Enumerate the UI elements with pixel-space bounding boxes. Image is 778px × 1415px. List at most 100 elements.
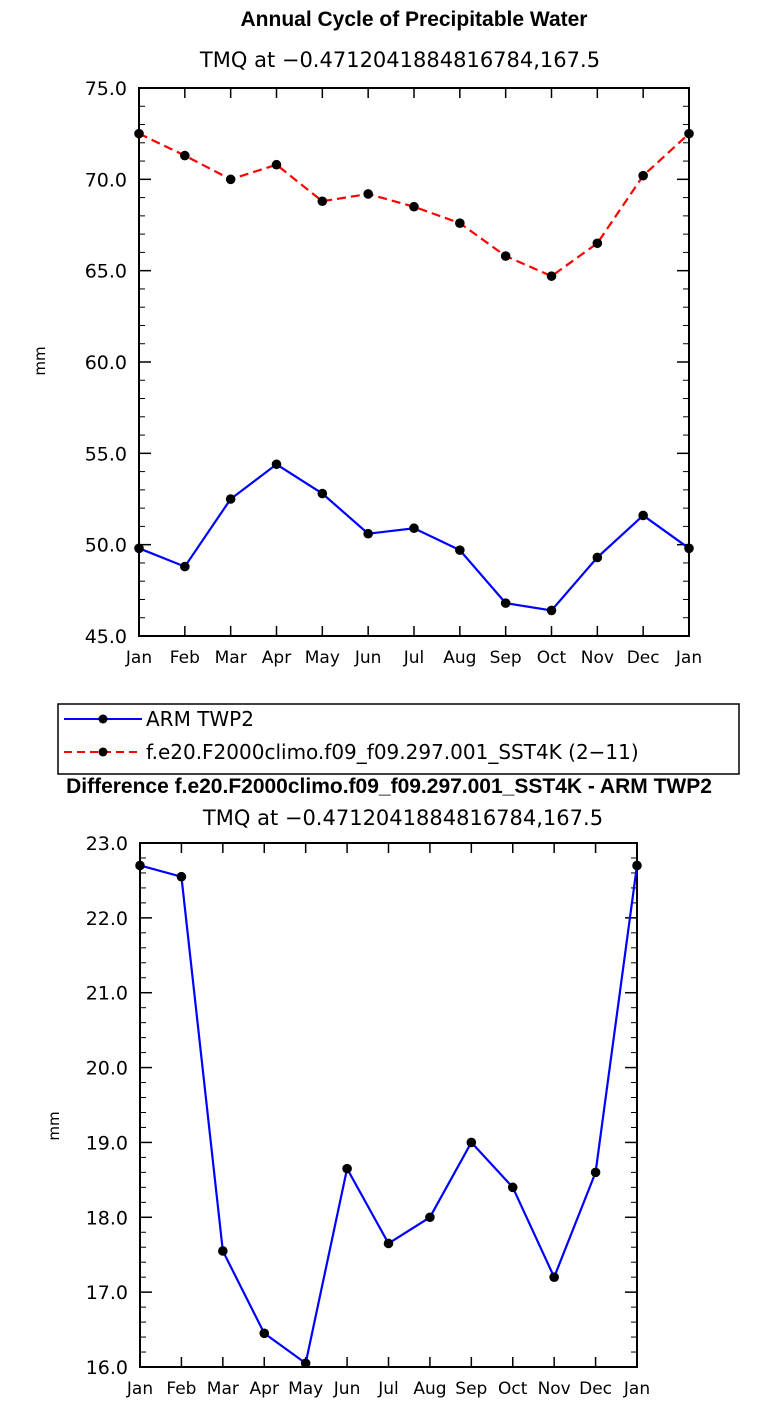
y-tick-label: 16.0	[86, 1357, 128, 1379]
x-tick-label: Feb	[170, 648, 200, 668]
plot-area: Jan Feb Mar Apr May Jun Jul Aug Sep Oct Nov Dec Jan4…	[85, 78, 702, 668]
data-point	[684, 543, 694, 554]
data-point	[592, 238, 603, 249]
data-point	[363, 189, 373, 199]
chart-title: Annual Cycle of Precipitable Water	[241, 8, 588, 31]
data-point	[135, 860, 145, 871]
data-point	[546, 605, 557, 616]
legend-label-arm: ARM TWP2	[146, 707, 254, 731]
x-tick-label: Jan	[125, 648, 152, 668]
data-point	[134, 543, 144, 554]
y-tick-label: 70.0	[85, 169, 127, 191]
x-tick-label: Jun	[354, 648, 382, 668]
x-tick-label: Sep	[490, 648, 522, 668]
y-axis-label: mm	[31, 346, 49, 375]
x-tick-label: Nov	[538, 1379, 571, 1399]
x-tick-label: Jan	[623, 1379, 650, 1399]
x-tick-label: Jul	[403, 648, 425, 668]
legend-label-model: f.e20.F2000climo.f09_f09.297.001_SST4K (…	[146, 740, 639, 764]
y-tick-label: 23.0	[86, 833, 128, 855]
data-point	[500, 251, 511, 261]
data-point	[546, 271, 557, 281]
y-tick-label: 21.0	[86, 983, 128, 1005]
data-point	[383, 1238, 394, 1249]
legend-entry-arm: ARM TWP2	[64, 707, 254, 731]
x-tick-label: Dec	[579, 1379, 612, 1399]
x-tick-label: Mar	[207, 1379, 239, 1399]
data-point	[176, 871, 187, 882]
series-line-0	[138, 462, 690, 612]
y-axis-label: mm	[45, 1111, 63, 1140]
y-tick-label: 75.0	[85, 78, 127, 100]
y-tick-label: 18.0	[86, 1207, 128, 1229]
legend-marker-model	[98, 747, 108, 757]
data-point	[342, 1163, 352, 1174]
chart-subtitle: TMQ at −0.4712041884816784,167.5	[199, 48, 600, 72]
x-tick-label: Oct	[498, 1379, 528, 1399]
data-point	[455, 545, 465, 555]
plot-frame	[139, 842, 638, 1368]
plot-area: Jan Feb Mar Apr May Jun Jul Aug Sep Oct Nov Dec Jan1…	[86, 833, 650, 1399]
data-point	[271, 459, 282, 470]
x-tick-label: Feb	[166, 1379, 196, 1399]
chart-title: Difference f.e20.F2000climo.f09_f09.297.…	[66, 775, 712, 798]
x-tick-label: Apr	[262, 648, 291, 668]
x-tick-label: Dec	[627, 648, 660, 668]
data-point	[638, 510, 648, 521]
data-point	[455, 218, 465, 228]
x-tick-label: May	[288, 1379, 323, 1399]
y-tick-label: 65.0	[85, 261, 127, 283]
legend-entry-model: f.e20.F2000climo.f09_f09.297.001_SST4K (…	[64, 740, 639, 764]
data-point	[134, 128, 144, 139]
x-tick-label: Nov	[581, 648, 614, 668]
data-point	[180, 150, 190, 161]
y-tick-label: 22.0	[86, 908, 128, 930]
data-point	[409, 201, 419, 212]
x-tick-label: Apr	[250, 1379, 279, 1399]
y-tick-label: 17.0	[86, 1282, 128, 1304]
data-point	[225, 174, 236, 185]
x-tick-label: Aug	[413, 1379, 446, 1399]
x-tick-label: Sep	[455, 1379, 487, 1399]
x-tick-label: Aug	[443, 648, 476, 668]
legend: ARM TWP2 f.e20.F2000climo.f09_f09.297.00…	[57, 703, 740, 775]
chart-subtitle: TMQ at −0.4712041884816784,167.5	[202, 806, 603, 830]
data-point	[592, 552, 603, 563]
y-tick-label: 55.0	[85, 443, 127, 465]
data-point	[638, 170, 648, 181]
data-point	[409, 523, 419, 534]
data-point	[317, 196, 328, 207]
data-point	[317, 488, 328, 499]
data-point	[363, 528, 373, 539]
data-point	[300, 1358, 311, 1369]
x-tick-label: Mar	[215, 648, 247, 668]
legend-marker-arm	[98, 714, 108, 724]
data-point	[180, 561, 190, 572]
data-point	[271, 159, 282, 170]
x-tick-label: Jun	[333, 1379, 361, 1399]
x-tick-label: Jul	[377, 1379, 399, 1399]
data-point	[425, 1212, 435, 1223]
data-point	[500, 598, 511, 608]
y-tick-label: 50.0	[85, 535, 127, 557]
difference-chart: Difference f.e20.F2000climo.f09_f09.297.…	[45, 775, 712, 1399]
y-tick-label: 19.0	[86, 1132, 128, 1154]
x-tick-label: May	[305, 648, 340, 668]
legend-box	[57, 703, 740, 775]
data-point	[549, 1272, 559, 1282]
y-tick-label: 20.0	[86, 1058, 128, 1080]
x-tick-label: Jan	[126, 1379, 153, 1399]
y-tick-label: 45.0	[85, 626, 127, 648]
data-point	[684, 128, 694, 139]
x-tick-label: Oct	[537, 648, 567, 668]
data-point	[259, 1328, 270, 1339]
data-point	[632, 860, 642, 871]
plot-frame	[138, 87, 690, 637]
series-line-0	[139, 864, 639, 1366]
annual-cycle-chart: Annual Cycle of Precipitable Water TMQ a…	[31, 8, 702, 668]
x-tick-label: Jan	[675, 648, 702, 668]
data-point	[590, 1167, 601, 1178]
data-point	[225, 494, 236, 504]
data-point	[507, 1182, 518, 1193]
